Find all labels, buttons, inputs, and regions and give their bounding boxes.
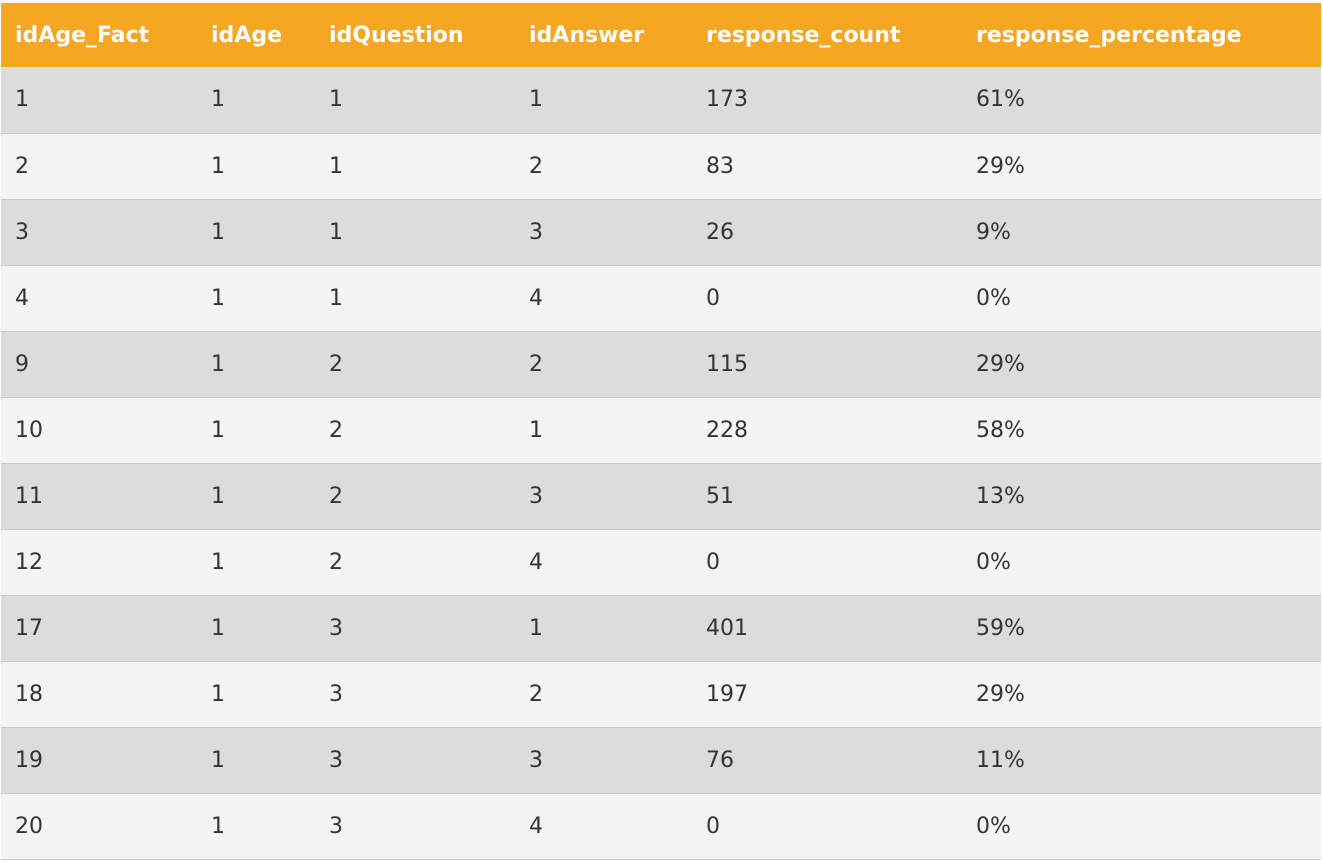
cell-response-percentage: 58% xyxy=(962,397,1321,464)
table-row: 12 1 2 4 0 0% xyxy=(1,529,1321,596)
cell-response-count: 0 xyxy=(692,265,962,332)
cell-idage-fact: 10 xyxy=(1,397,197,464)
cell-idage: 1 xyxy=(197,67,315,134)
column-header-idanswer: idAnswer xyxy=(515,3,692,67)
cell-response-percentage: 29% xyxy=(962,133,1321,200)
cell-idanswer: 2 xyxy=(515,331,692,398)
table-row: 10 1 2 1 228 58% xyxy=(1,397,1321,464)
cell-idquestion: 1 xyxy=(315,67,515,134)
cell-idage-fact: 11 xyxy=(1,463,197,530)
cell-idage-fact: 3 xyxy=(1,199,197,266)
cell-idanswer: 1 xyxy=(515,397,692,464)
table-row: 2 1 1 2 83 29% xyxy=(1,133,1321,200)
cell-response-percentage: 29% xyxy=(962,661,1321,728)
cell-response-count: 197 xyxy=(692,661,962,728)
cell-response-percentage: 0% xyxy=(962,265,1321,332)
data-table: idAge_Fact idAge idQuestion idAnswer res… xyxy=(1,3,1321,860)
cell-idanswer: 4 xyxy=(515,265,692,332)
cell-idage: 1 xyxy=(197,529,315,596)
cell-idage-fact: 4 xyxy=(1,265,197,332)
cell-idage-fact: 19 xyxy=(1,727,197,794)
cell-response-count: 401 xyxy=(692,595,962,662)
cell-response-percentage: 11% xyxy=(962,727,1321,794)
cell-idage: 1 xyxy=(197,793,315,860)
cell-idquestion: 3 xyxy=(315,595,515,662)
table-row: 17 1 3 1 401 59% xyxy=(1,595,1321,662)
cell-response-percentage: 0% xyxy=(962,529,1321,596)
column-header-response-count: response_count xyxy=(692,3,962,67)
table-body: 1 1 1 1 173 61% 2 1 1 2 83 29% 3 1 1 3 26 9% 4 1 1 4 0 0% 9 1 2 2 11… xyxy=(1,67,1321,860)
cell-idage: 1 xyxy=(197,133,315,200)
cell-idage: 1 xyxy=(197,595,315,662)
cell-idquestion: 1 xyxy=(315,199,515,266)
cell-response-percentage: 59% xyxy=(962,595,1321,662)
cell-idanswer: 1 xyxy=(515,595,692,662)
cell-response-count: 76 xyxy=(692,727,962,794)
cell-response-percentage: 29% xyxy=(962,331,1321,398)
cell-response-count: 0 xyxy=(692,793,962,860)
cell-response-percentage: 0% xyxy=(962,793,1321,860)
cell-response-count: 26 xyxy=(692,199,962,266)
table-row: 20 1 3 4 0 0% xyxy=(1,793,1321,860)
table-row: 1 1 1 1 173 61% xyxy=(1,67,1321,134)
cell-idage: 1 xyxy=(197,397,315,464)
cell-idquestion: 3 xyxy=(315,661,515,728)
cell-idage: 1 xyxy=(197,331,315,398)
cell-response-count: 0 xyxy=(692,529,962,596)
table-row: 4 1 1 4 0 0% xyxy=(1,265,1321,332)
cell-idquestion: 1 xyxy=(315,133,515,200)
cell-idanswer: 3 xyxy=(515,463,692,530)
table-row: 18 1 3 2 197 29% xyxy=(1,661,1321,728)
header-row: idAge_Fact idAge idQuestion idAnswer res… xyxy=(1,3,1321,67)
table-row: 11 1 2 3 51 13% xyxy=(1,463,1321,530)
cell-idquestion: 2 xyxy=(315,397,515,464)
cell-idage: 1 xyxy=(197,265,315,332)
column-header-idage: idAge xyxy=(197,3,315,67)
cell-response-count: 173 xyxy=(692,67,962,134)
cell-idanswer: 4 xyxy=(515,529,692,596)
cell-idage: 1 xyxy=(197,661,315,728)
data-table-container: idAge_Fact idAge idQuestion idAnswer res… xyxy=(1,3,1321,860)
cell-idage: 1 xyxy=(197,463,315,530)
cell-idage-fact: 18 xyxy=(1,661,197,728)
cell-idanswer: 4 xyxy=(515,793,692,860)
cell-idanswer: 2 xyxy=(515,133,692,200)
cell-idquestion: 2 xyxy=(315,331,515,398)
cell-response-count: 83 xyxy=(692,133,962,200)
cell-response-percentage: 61% xyxy=(962,67,1321,134)
cell-idquestion: 2 xyxy=(315,463,515,530)
cell-idage: 1 xyxy=(197,199,315,266)
table-row: 9 1 2 2 115 29% xyxy=(1,331,1321,398)
cell-idage-fact: 1 xyxy=(1,67,197,134)
cell-idanswer: 2 xyxy=(515,661,692,728)
cell-idquestion: 3 xyxy=(315,727,515,794)
cell-idage-fact: 9 xyxy=(1,331,197,398)
cell-idquestion: 3 xyxy=(315,793,515,860)
cell-idquestion: 2 xyxy=(315,529,515,596)
cell-response-count: 51 xyxy=(692,463,962,530)
cell-idage-fact: 12 xyxy=(1,529,197,596)
cell-idage: 1 xyxy=(197,727,315,794)
cell-idage-fact: 17 xyxy=(1,595,197,662)
table-row: 19 1 3 3 76 11% xyxy=(1,727,1321,794)
cell-response-percentage: 13% xyxy=(962,463,1321,530)
cell-idanswer: 3 xyxy=(515,727,692,794)
column-header-idquestion: idQuestion xyxy=(315,3,515,67)
cell-idquestion: 1 xyxy=(315,265,515,332)
cell-response-percentage: 9% xyxy=(962,199,1321,266)
cell-idanswer: 1 xyxy=(515,67,692,134)
table-header: idAge_Fact idAge idQuestion idAnswer res… xyxy=(1,3,1321,67)
cell-idage-fact: 2 xyxy=(1,133,197,200)
column-header-idage-fact: idAge_Fact xyxy=(1,3,197,67)
table-row: 3 1 1 3 26 9% xyxy=(1,199,1321,266)
cell-response-count: 115 xyxy=(692,331,962,398)
cell-idage-fact: 20 xyxy=(1,793,197,860)
column-header-response-percentage: response_percentage xyxy=(962,3,1321,67)
cell-response-count: 228 xyxy=(692,397,962,464)
cell-idanswer: 3 xyxy=(515,199,692,266)
